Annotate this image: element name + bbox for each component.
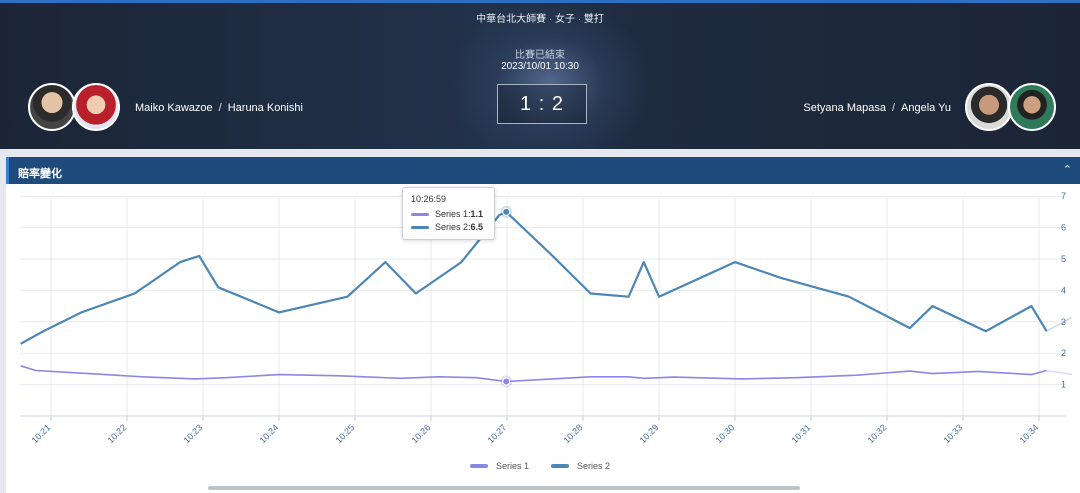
x-tick-label-13: 10:34 — [1017, 422, 1040, 445]
right-player-1-name[interactable]: Setyana Mapasa — [803, 102, 886, 114]
y-tick-label-4: 5 — [1061, 254, 1066, 264]
tooltip-s2-value: 6.5 — [470, 222, 484, 232]
x-tick-label-7: 10:28 — [561, 422, 584, 445]
series-stub-2 — [1046, 316, 1073, 332]
x-tick-label-5: 10:26 — [409, 422, 432, 445]
tooltip-row-series-1: Series 1: 1.1 — [411, 209, 486, 219]
chart-x-axis: 10:21 10:22 10:23 10:24 10:25 10:26 10:27 10:28… — [29, 422, 1040, 445]
match-datetime: 2023/10/01 10:30 — [501, 61, 579, 72]
match-header: 中華台北大師賽 · 女子 · 雙打 比賽已結束 2023/10/01 10:30… — [0, 3, 1080, 149]
tooltip-s2-label: Series 2: — [435, 222, 471, 232]
avatar-right-player-2[interactable] — [1008, 83, 1056, 131]
right-player-2-name[interactable]: Angela Yu — [901, 102, 951, 114]
y-tick-label-0: 1 — [1061, 380, 1066, 390]
series-line-2 — [20, 210, 1048, 345]
x-tick-label-4: 10:25 — [333, 422, 356, 445]
event-title: 中華台北大師賽 · 女子 · 雙打 — [476, 14, 604, 25]
chevron-up-icon[interactable]: ⌃ — [1062, 164, 1072, 176]
legend-item-series-1[interactable]: Series 1 — [469, 461, 529, 471]
series-2-swatch — [411, 225, 429, 229]
avatar-left-player-1[interactable] — [28, 83, 76, 131]
legend-item-series-2[interactable]: Series 2 — [551, 461, 610, 471]
chart-series — [20, 210, 1073, 383]
chart-tooltip: 10:26:59 Series 1: 1.1 Series 2: 6.5 — [402, 187, 495, 240]
x-tick-label-9: 10:30 — [713, 422, 736, 445]
right-team-names: Setyana Mapasa / Angela Yu — [803, 102, 951, 114]
x-tick-label-0: 10:21 — [29, 422, 52, 445]
panel-accent — [6, 157, 9, 184]
x-tick-label-12: 10:33 — [941, 422, 964, 445]
x-tick-label-3: 10:24 — [257, 422, 280, 445]
x-tick-label-6: 10:27 — [485, 422, 508, 445]
odds-panel-header[interactable]: 賠率變化 ⌃ — [6, 157, 1080, 184]
x-tick-label-8: 10:29 — [637, 422, 660, 445]
hero-player-image — [455, 3, 645, 149]
team-separator: / — [891, 102, 896, 114]
left-team-names: Maiko Kawazoe / Haruna Konishi — [135, 102, 303, 114]
series-stub-1 — [1046, 369, 1073, 376]
chart-horizontal-scrollbar[interactable] — [208, 486, 800, 490]
tooltip-time: 10:26:59 — [411, 194, 447, 204]
y-tick-label-3: 4 — [1061, 285, 1066, 295]
top-accent-bar — [0, 0, 1080, 3]
match-status: 比賽已結束 — [515, 50, 565, 61]
left-player-2-name[interactable]: Haruna Konishi — [227, 102, 303, 114]
series-line-1 — [20, 365, 1047, 383]
y-tick-label-5: 6 — [1061, 223, 1066, 233]
match-score: 1 : 2 — [497, 84, 587, 124]
tooltip-s1-value: 1.1 — [470, 209, 484, 219]
y-tick-label-2: 3 — [1061, 317, 1066, 327]
y-tick-label-1: 2 — [1061, 348, 1066, 358]
y-tick-label-6: 7 — [1061, 191, 1066, 201]
series-1-swatch — [411, 212, 429, 216]
highlight-point-2 — [502, 207, 511, 216]
chart-highlight-points — [500, 205, 513, 388]
avatar-right-player-1[interactable] — [965, 83, 1013, 131]
x-tick-label-10: 10:31 — [789, 422, 812, 445]
odds-panel: 賠率變化 ⌃ — [6, 157, 1080, 493]
legend-series-2-label: Series 2 — [577, 461, 611, 471]
x-tick-label-2: 10:23 — [181, 422, 204, 445]
x-tick-label-11: 10:32 — [865, 422, 888, 445]
tooltip-row-series-2: Series 2: 6.5 — [411, 222, 486, 232]
x-tick-label-1: 10:22 — [105, 422, 128, 445]
legend-series-2-swatch — [551, 464, 569, 468]
avatar-left-player-2[interactable] — [72, 83, 120, 131]
team-separator: / — [218, 102, 222, 114]
chart-y-axis: 1 2 3 4 5 6 7 — [1061, 191, 1066, 389]
chart-grid-vertical — [50, 196, 1040, 421]
legend-series-1-swatch — [469, 464, 488, 468]
chart-grid-horizontal — [20, 195, 1066, 417]
legend-series-1-label: Series 1 — [495, 461, 529, 471]
tooltip-s1-label: Series 1: — [435, 209, 471, 219]
chart-legend: Series 1 Series 2 — [0, 461, 1080, 471]
left-player-1-name[interactable]: Maiko Kawazoe — [135, 102, 213, 114]
odds-panel-title: 賠率變化 — [18, 168, 62, 180]
highlight-point-1 — [502, 377, 511, 386]
